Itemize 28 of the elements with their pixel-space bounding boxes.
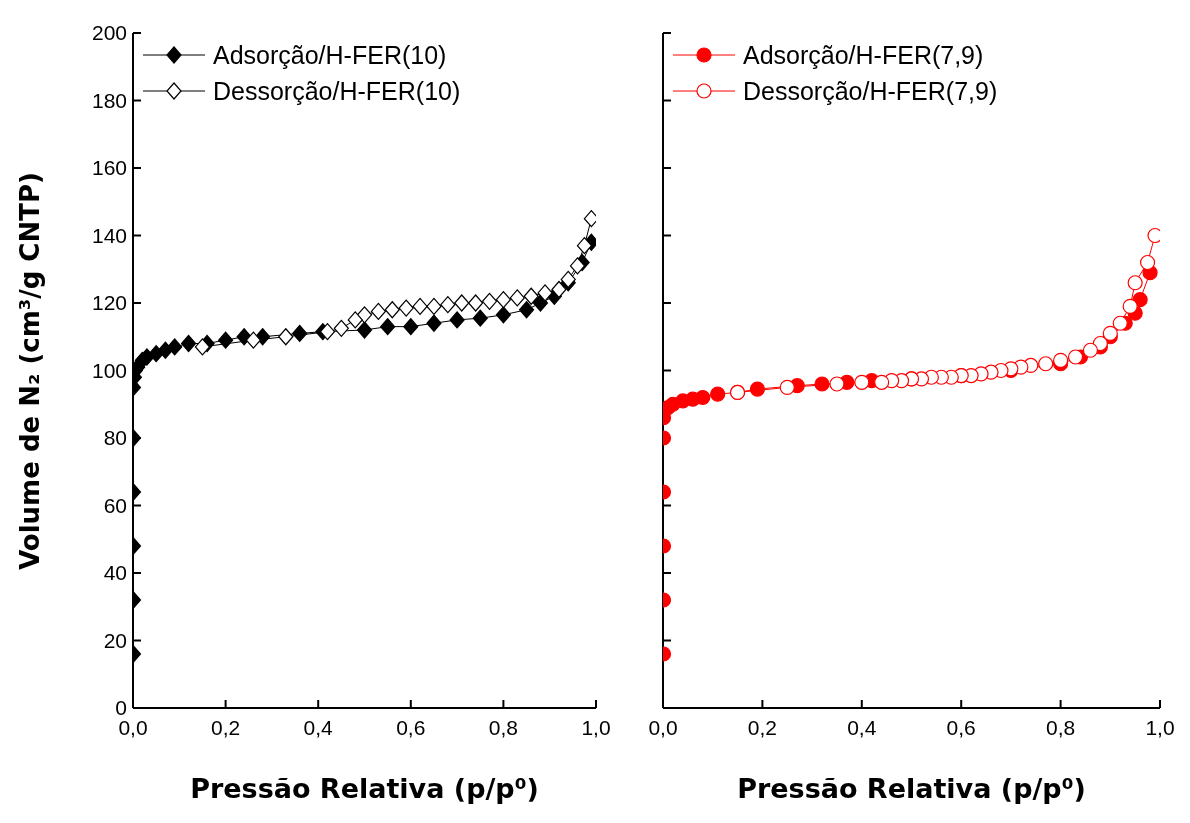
x-tick-label: 0,2 bbox=[747, 715, 777, 739]
y-tick-label: 120 bbox=[91, 291, 127, 315]
x-tick-label: 1,0 bbox=[1145, 715, 1175, 739]
y-tick-label: 100 bbox=[91, 358, 127, 382]
y-tick-label: 140 bbox=[91, 223, 127, 247]
y-tick-label: 60 bbox=[103, 493, 127, 517]
legend-label: Adsorção/H-FER(7,9) bbox=[743, 40, 984, 70]
x-tick-label: 0,2 bbox=[211, 715, 241, 739]
legend-label: Dessorção/H-FER(10) bbox=[213, 76, 461, 106]
x-tick-label: 0,8 bbox=[488, 715, 518, 739]
x-tick-label: 0,8 bbox=[1046, 715, 1076, 739]
x-axis-title: Pressão Relativa (p/p⁰) bbox=[190, 773, 539, 804]
y-tick-label: 20 bbox=[103, 628, 127, 652]
x-tick-label: 1,0 bbox=[581, 715, 611, 739]
x-tick-label: 0,6 bbox=[946, 715, 976, 739]
x-tick-label: 0,6 bbox=[396, 715, 426, 739]
y-tick-label: 80 bbox=[103, 426, 127, 450]
y-tick-label: 40 bbox=[103, 561, 127, 585]
x-axis-title: Pressão Relativa (p/p⁰) bbox=[737, 773, 1086, 804]
x-tick-label: 0,4 bbox=[303, 715, 334, 739]
x-tick-label: 0,4 bbox=[847, 715, 877, 739]
y-tick-label: 200 bbox=[91, 21, 127, 45]
y-tick-label: 160 bbox=[91, 156, 127, 180]
legend-label: Dessorção/H-FER(7,9) bbox=[743, 76, 998, 106]
legend-label: Adsorção/H-FER(10) bbox=[213, 40, 447, 70]
x-tick-label: 0,0 bbox=[648, 715, 678, 739]
y-tick-label: 180 bbox=[91, 88, 127, 112]
y-axis-title: Volume de N₂ (cm³/g CNTP) bbox=[15, 171, 45, 570]
